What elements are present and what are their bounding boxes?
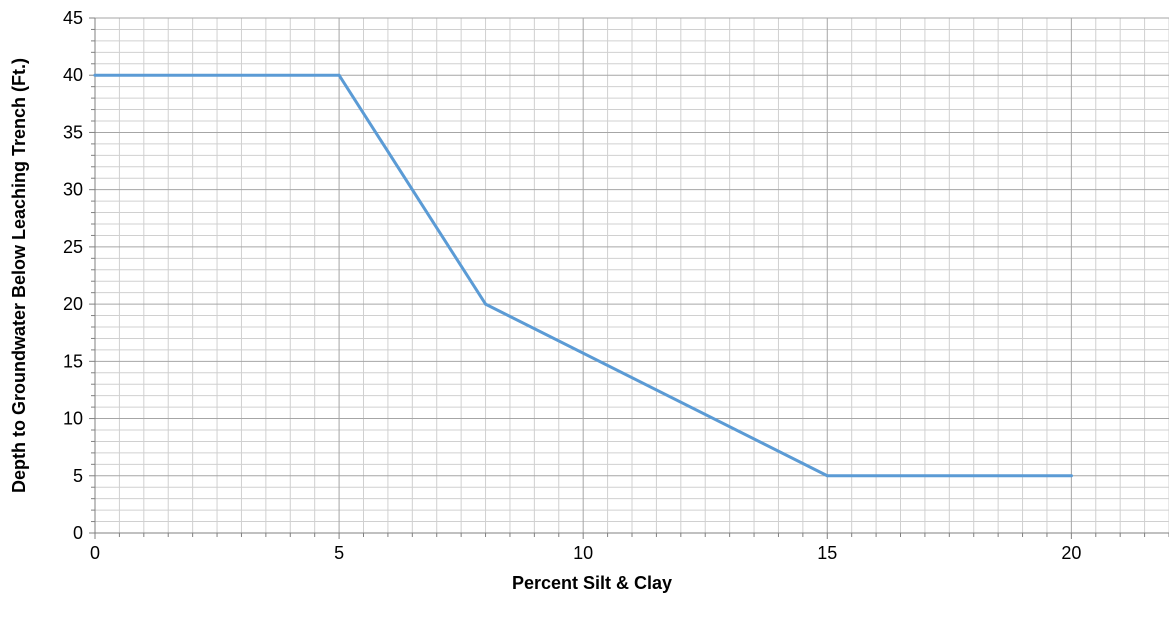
y-tick-label: 20 bbox=[63, 294, 83, 314]
x-tick-label: 20 bbox=[1061, 543, 1081, 563]
x-tick-label: 15 bbox=[817, 543, 837, 563]
y-tick-label: 45 bbox=[63, 8, 83, 28]
y-tick-label: 25 bbox=[63, 237, 83, 257]
y-tick-label: 5 bbox=[73, 466, 83, 486]
series-layer bbox=[93, 73, 1073, 478]
major-gridlines bbox=[95, 17, 1169, 533]
data-point bbox=[93, 73, 97, 77]
y-tick-label: 30 bbox=[63, 180, 83, 200]
data-point bbox=[484, 302, 488, 306]
y-axis-tick-labels: 0 5 10 15 20 25 30 35 40 45 bbox=[63, 8, 83, 543]
y-tick-label: 15 bbox=[63, 351, 83, 371]
x-tick-label: 5 bbox=[334, 543, 344, 563]
x-axis-tick-labels: 0 5 10 15 20 bbox=[90, 543, 1081, 563]
x-axis-title: Percent Silt & Clay bbox=[512, 573, 672, 593]
y-tick-label: 10 bbox=[63, 409, 83, 429]
data-point bbox=[337, 73, 341, 77]
x-tick-label: 0 bbox=[90, 543, 100, 563]
minor-gridlines bbox=[95, 18, 1169, 533]
y-tick-label: 35 bbox=[63, 122, 83, 142]
data-point bbox=[1069, 474, 1073, 478]
y-axis-title: Depth to Groundwater Below Leaching Tren… bbox=[9, 58, 29, 493]
y-tick-label: 0 bbox=[73, 523, 83, 543]
data-point bbox=[825, 474, 829, 478]
y-tick-label: 40 bbox=[63, 65, 83, 85]
axes bbox=[89, 17, 1169, 539]
x-tick-label: 10 bbox=[573, 543, 593, 563]
